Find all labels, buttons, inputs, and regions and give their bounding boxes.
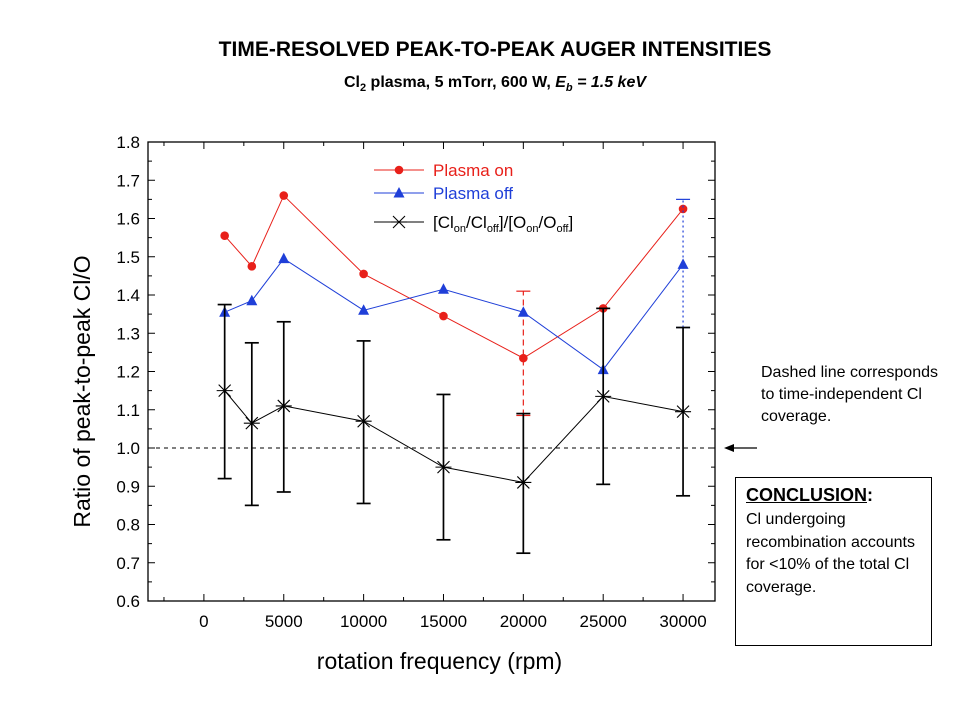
y-tick-label: 0.8 <box>116 516 140 535</box>
conclusion-heading: CONCLUSION: <box>746 485 923 506</box>
plasma-off-point <box>517 306 529 317</box>
subtitle-eb: E <box>555 74 566 91</box>
plasma-on-line <box>224 194 684 359</box>
plasma-off-point <box>358 304 370 315</box>
legend-text: ] <box>568 213 573 232</box>
star-d2 <box>437 460 450 474</box>
dashed-line-note: Dashed line corresponds to time-independ… <box>761 364 938 425</box>
conclusion-heading-text: CONCLUSION <box>746 485 867 505</box>
y-tick-label: 0.9 <box>116 477 140 496</box>
y-tick-label: 0.7 <box>116 554 140 573</box>
subtitle-eb-subscript-text: b <box>565 82 573 95</box>
slide-title: TIME-RESOLVED PEAK-TO-PEAK AUGER INTENSI… <box>218 38 772 61</box>
plasma-on-point <box>279 191 289 200</box>
ratio-point <box>515 476 532 489</box>
plasma-on-point <box>678 204 688 214</box>
plasma-off-line <box>224 257 684 371</box>
legend-text: /Cl <box>466 213 487 232</box>
ratio-point <box>275 399 292 413</box>
plasma-off-point <box>246 294 258 306</box>
x-tick-label: 20000 <box>500 612 547 631</box>
legend-label-ratio: [Clon/Cloff]/[Oon/Ooff] <box>433 213 573 235</box>
plasma-on-point <box>439 311 448 321</box>
star-d2 <box>596 389 610 403</box>
y-tick-label: 1.7 <box>116 171 140 190</box>
plasma-on-point <box>247 262 257 271</box>
star-d2 <box>357 414 371 428</box>
y-tick-label: 0.6 <box>116 592 140 611</box>
subtitle-cl: Cl <box>343 74 360 91</box>
y-tick-label: 1.8 <box>116 133 140 152</box>
x-tick-label: 30000 <box>659 612 706 631</box>
star-d2 <box>516 476 530 489</box>
legend-subscript: off <box>556 223 569 235</box>
subtitle-energy: = 1.5 keV <box>572 74 647 91</box>
legend-text: /O <box>539 213 557 232</box>
plot-frame <box>147 141 716 602</box>
star-d2 <box>392 215 406 229</box>
subtitle-conditions: plasma, 5 mTorr, 600 W, <box>366 74 556 91</box>
ratio-line <box>224 390 684 483</box>
star-d2 <box>245 416 259 430</box>
conclusion-heading-colon: : <box>867 485 873 505</box>
x-tick-label: 10000 <box>340 612 387 631</box>
legend-marker-ratio <box>391 215 407 229</box>
x-tick-label: 0 <box>199 612 208 631</box>
y-tick-label: 1.0 <box>116 439 140 458</box>
legend-label-plasma-off: Plasma off <box>433 184 513 203</box>
y-tick-label: 1.4 <box>116 286 140 305</box>
legend-marker-plasma-on <box>394 165 404 175</box>
ratio-point <box>595 389 612 403</box>
subtitle-eb-subscript: b <box>566 82 573 94</box>
y-tick-label: 1.1 <box>116 401 140 420</box>
ratio-error-bar <box>276 320 291 493</box>
plasma-on-point <box>359 269 368 279</box>
slide-subtitle: Cl2 plasma, 5 mTorr, 600 W, Eb = 1.5 keV <box>0 74 960 94</box>
y-tick-label: 1.3 <box>116 324 140 343</box>
conclusion-text: Cl undergoing recombination accounts for… <box>746 511 915 596</box>
y-tick-label: 1.5 <box>116 248 140 267</box>
ratio-error-bar <box>516 412 531 555</box>
conclusion-box: CONCLUSION: Cl undergoing recombination … <box>735 477 932 646</box>
y-tick-label: 1.6 <box>116 210 140 229</box>
legend-subscript: on <box>526 223 538 235</box>
plasma-on-point <box>220 231 229 241</box>
star-d2 <box>218 384 232 398</box>
plasma-off-point <box>278 252 290 264</box>
x-axis-label: rotation frequency (rpm) <box>317 648 562 674</box>
ratio-error-bar <box>244 341 259 507</box>
legend-text: [Cl <box>433 213 454 232</box>
x-tick-label: 15000 <box>420 612 467 631</box>
ratio-point <box>243 416 260 430</box>
ratio-error-bar <box>356 340 371 505</box>
x-tick-label: 5000 <box>265 612 303 631</box>
ratio-point <box>355 414 372 428</box>
legend-subscript: off <box>487 223 500 235</box>
plasma-off-point <box>677 258 689 269</box>
plasma-off-point <box>437 283 449 294</box>
legend-marker-plasma-off <box>393 187 405 198</box>
x-tick-label: 25000 <box>580 612 627 631</box>
plasma-on-point <box>519 353 528 363</box>
ratio-point <box>216 384 233 398</box>
subtitle-cl-subscript: 2 <box>359 82 367 95</box>
legend-subscript: on <box>454 223 466 235</box>
legend-label-plasma-on: Plasma on <box>433 161 513 180</box>
y-tick-label: 1.2 <box>116 363 140 382</box>
star-d2 <box>676 405 690 419</box>
note-arrow-head <box>724 444 734 452</box>
legend-text: ]/[O <box>499 213 526 232</box>
ratio-error-bar <box>217 303 232 480</box>
y-axis-label: Ratio of peak-to-peak Cl/O <box>69 255 95 527</box>
star-d2 <box>277 399 291 413</box>
ratio-point <box>435 460 452 474</box>
ratio-point <box>675 405 692 419</box>
